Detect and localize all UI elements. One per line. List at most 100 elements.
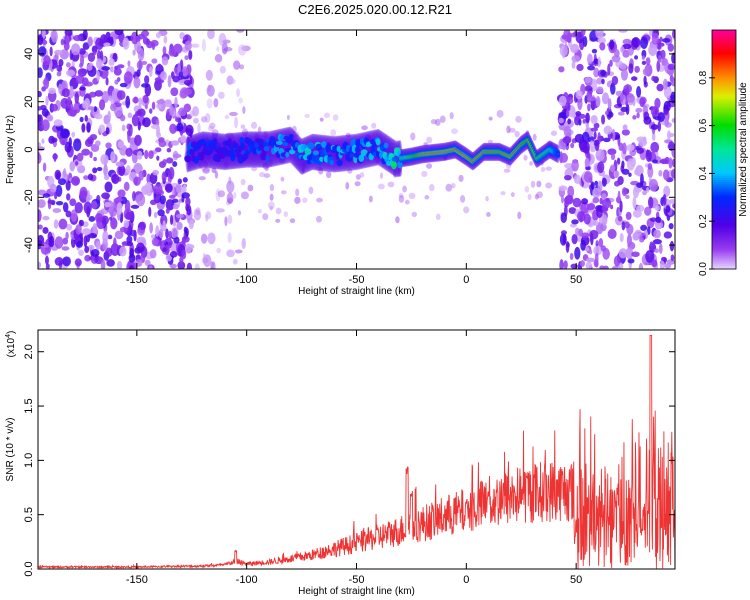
noise-cell xyxy=(572,197,582,208)
colorbar-swatch xyxy=(712,115,736,119)
noise-cell xyxy=(571,159,579,172)
y-tick-label: 0 xyxy=(23,146,35,152)
noise-cell xyxy=(565,109,570,118)
noise-cell xyxy=(151,58,158,64)
noise-cell xyxy=(662,78,668,90)
noise-cell xyxy=(132,96,139,104)
noise-cell xyxy=(86,63,93,71)
noise-cell xyxy=(72,35,83,42)
signal-cell xyxy=(354,146,360,153)
noise-cell xyxy=(620,106,628,113)
x-tick-label: -150 xyxy=(126,574,148,586)
noise-cell xyxy=(402,185,407,193)
noise-cell xyxy=(175,213,184,219)
noise-cell xyxy=(393,170,397,178)
colorbar-swatch xyxy=(712,147,736,151)
noise-cell xyxy=(182,66,189,77)
noise-cell xyxy=(136,242,145,253)
signal-cell xyxy=(282,142,289,147)
noise-cell xyxy=(301,167,305,174)
noise-cell xyxy=(95,37,104,50)
noise-cell xyxy=(58,218,68,230)
x-tick-label: -150 xyxy=(126,274,148,286)
colorbar-swatch xyxy=(712,93,736,97)
noise-cell xyxy=(485,195,489,202)
noise-cell xyxy=(182,88,192,96)
colorbar-swatch xyxy=(712,135,736,139)
signal-cell xyxy=(239,136,245,145)
noise-cell xyxy=(379,172,384,179)
colorbar-swatch xyxy=(712,139,736,143)
noise-cell xyxy=(257,208,262,214)
noise-cell xyxy=(643,115,652,125)
noise-cell xyxy=(183,226,188,233)
noise-cell xyxy=(153,212,158,219)
colorbar-swatch xyxy=(712,159,736,163)
signal-cell xyxy=(262,141,269,148)
noise-cell xyxy=(636,112,640,119)
colorbar-swatch xyxy=(712,65,736,69)
noise-cell xyxy=(602,137,611,143)
colorbar-swatch xyxy=(712,61,736,65)
colorbar-swatch xyxy=(712,51,736,55)
noise-cell xyxy=(451,128,458,135)
colorbar-swatch xyxy=(712,237,736,240)
noise-cell xyxy=(638,262,644,269)
noise-cell xyxy=(628,63,634,74)
noise-cell xyxy=(558,66,565,73)
noise-cell xyxy=(38,46,47,57)
noise-cell xyxy=(275,207,282,215)
noise-cell xyxy=(601,114,606,125)
noise-cell xyxy=(227,214,233,225)
noise-cell xyxy=(263,173,271,178)
noise-cell xyxy=(84,81,94,87)
noise-cell xyxy=(62,202,69,213)
noise-cell xyxy=(524,186,530,193)
colorbar-swatch xyxy=(712,97,736,101)
noise-cell xyxy=(620,46,625,53)
noise-cell xyxy=(240,191,249,200)
noise-cell xyxy=(84,245,90,254)
signal-cell xyxy=(260,152,267,161)
noise-cell xyxy=(359,172,365,178)
noise-cell xyxy=(585,261,593,269)
noise-cell xyxy=(200,116,208,123)
noise-cell xyxy=(611,54,621,63)
noise-cell xyxy=(189,110,195,118)
noise-cell xyxy=(215,208,225,213)
noise-cell xyxy=(144,149,149,160)
noise-cell xyxy=(108,58,115,66)
noise-cell xyxy=(671,158,675,168)
noise-cell xyxy=(530,180,536,188)
noise-cell xyxy=(595,30,604,39)
noise-cell xyxy=(408,192,416,200)
noise-cell xyxy=(202,252,206,265)
noise-cell xyxy=(671,77,675,87)
noise-cell xyxy=(486,211,491,218)
x-tick-label: 50 xyxy=(570,274,582,286)
noise-cell xyxy=(123,181,130,192)
colorbar-swatch xyxy=(712,87,736,91)
noise-cell xyxy=(540,166,546,173)
noise-cell xyxy=(315,215,322,223)
noise-cell xyxy=(51,30,58,43)
noise-cell xyxy=(112,237,117,251)
noise-cell xyxy=(529,161,533,166)
noise-cell xyxy=(670,168,675,179)
noise-cell xyxy=(669,240,675,252)
noise-cell xyxy=(40,243,49,249)
noise-cell xyxy=(583,171,593,183)
colorbar-swatch xyxy=(712,67,736,71)
noise-cell xyxy=(55,201,64,206)
noise-cell xyxy=(596,86,604,94)
colorbar-swatch xyxy=(712,221,736,224)
colorbar-swatch xyxy=(712,225,736,228)
noise-cell xyxy=(117,140,125,149)
colorbar-tick-label: 0.0 xyxy=(698,262,709,276)
noise-cell xyxy=(171,198,179,203)
noise-cell xyxy=(643,75,647,85)
noise-cell xyxy=(80,68,88,74)
noise-cell xyxy=(242,106,246,114)
colorbar-swatch xyxy=(712,145,736,149)
noise-cell xyxy=(644,206,652,216)
